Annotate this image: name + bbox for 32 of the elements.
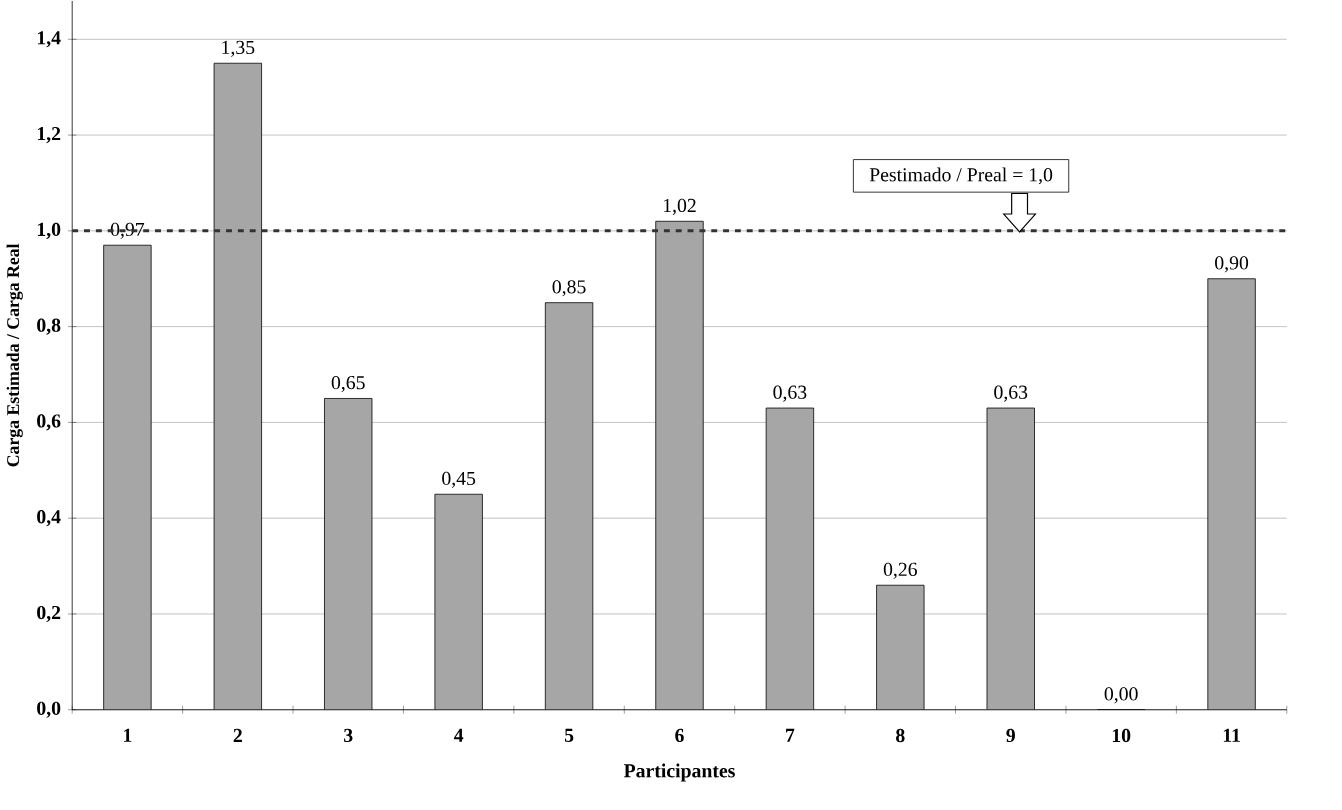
y-tick-label: 0,4	[37, 510, 61, 527]
x-tick-label: 5	[564, 728, 574, 743]
ref-line-label: Pestimado / Preal = 1,0	[869, 167, 1053, 185]
x-tick-label: 3	[344, 728, 353, 743]
x-tick-label: 11	[1223, 728, 1240, 742]
data-label: 1,02	[663, 198, 696, 216]
x-tick-label: 10	[1112, 728, 1131, 743]
x-tick-label: 1	[124, 728, 132, 742]
x-tick-label: 6	[675, 728, 684, 743]
data-label: 0,63	[994, 385, 1028, 402]
x-tick-label: 4	[454, 728, 464, 742]
data-label: 1,35	[222, 40, 255, 58]
y-tick-label: 1,0	[37, 222, 61, 240]
x-axis-title: Participantes	[623, 763, 735, 782]
data-label: 0,26	[883, 562, 917, 580]
data-label: 0,63	[773, 385, 807, 402]
y-tick-label: 1,4	[37, 31, 61, 48]
data-label: 0,65	[331, 376, 365, 393]
y-tick-label: 0,0	[37, 701, 61, 718]
y-tick-label: 1,2	[37, 127, 61, 144]
x-tick-label: 2	[233, 728, 242, 743]
x-tick-label: 8	[896, 728, 905, 743]
y-tick-label: 0,2	[37, 606, 61, 623]
y-tick-label: 0,6	[37, 414, 61, 431]
data-label: 0,45	[442, 471, 476, 489]
data-label: 0,85	[552, 280, 586, 297]
y-tick-label: 0,8	[37, 318, 61, 335]
y-axis-title: Carga Estimada / Carga Real	[6, 243, 23, 467]
x-tick-label: 7	[786, 728, 795, 742]
x-tick-label: 9	[1006, 728, 1015, 743]
data-label: 0,90	[1215, 256, 1249, 273]
data-label: 0,00	[1104, 687, 1138, 704]
